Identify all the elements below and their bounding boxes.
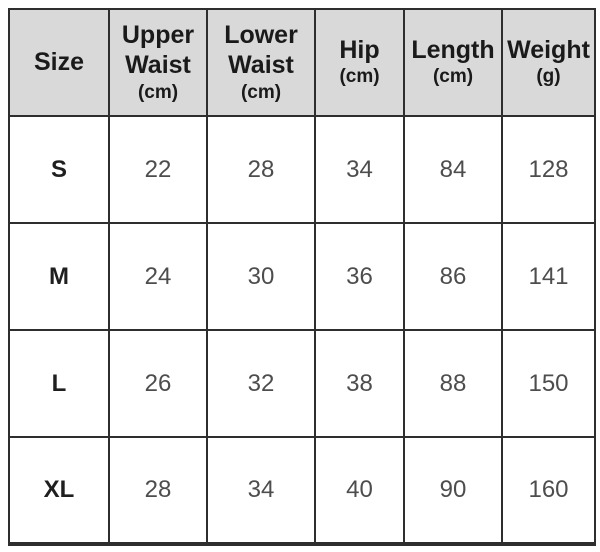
- column-header-length: Length (cm): [403, 8, 503, 117]
- table-row-xl: XL 28 34 40 90 160: [8, 436, 596, 545]
- length-cell: 86: [403, 222, 503, 331]
- length-cell: 90: [403, 436, 503, 545]
- column-header-hip: Hip (cm): [314, 8, 405, 117]
- column-label: Lower Waist: [224, 20, 298, 80]
- column-unit: (cm): [137, 81, 179, 103]
- column-header-upper-waist: Upper Waist (cm): [108, 8, 208, 117]
- column-header-weight: Weight (g): [501, 8, 596, 117]
- hip-cell: 38: [314, 329, 405, 438]
- column-unit: (cm): [432, 66, 474, 88]
- column-unit: (g): [536, 66, 561, 88]
- length-cell: 88: [403, 329, 503, 438]
- upper-waist-cell: 26: [108, 329, 208, 438]
- column-header-lower-waist: Lower Waist (cm): [206, 8, 316, 117]
- length-cell: 84: [403, 115, 503, 224]
- hip-cell: 40: [314, 436, 405, 545]
- column-label: Size: [33, 48, 85, 77]
- upper-waist-cell: 24: [108, 222, 208, 331]
- column-header-size: Size: [8, 8, 110, 117]
- column-label: Upper Waist: [121, 20, 195, 80]
- size-chart-table: Size Upper Waist (cm) Lower Waist (cm) H…: [8, 8, 596, 546]
- table-row-s: S 22 28 34 84 128: [8, 115, 596, 224]
- weight-cell: 150: [501, 329, 596, 438]
- hip-cell: 34: [314, 115, 405, 224]
- table-row-m: M 24 30 36 86 141: [8, 222, 596, 331]
- size-cell: L: [8, 329, 110, 438]
- upper-waist-cell: 22: [108, 115, 208, 224]
- column-unit: (cm): [339, 66, 380, 88]
- upper-waist-cell: 28: [108, 436, 208, 545]
- size-cell: S: [8, 115, 110, 224]
- lower-waist-cell: 30: [206, 222, 316, 331]
- table-row-l: L 26 32 38 88 150: [8, 329, 596, 438]
- table-header-row: Size Upper Waist (cm) Lower Waist (cm) H…: [8, 8, 596, 117]
- weight-cell: 128: [501, 115, 596, 224]
- lower-waist-cell: 32: [206, 329, 316, 438]
- column-unit: (cm): [240, 81, 282, 103]
- weight-cell: 160: [501, 436, 596, 545]
- column-label: Length: [411, 35, 495, 64]
- column-label: Weight: [507, 35, 590, 64]
- size-cell: XL: [8, 436, 110, 545]
- lower-waist-cell: 34: [206, 436, 316, 545]
- size-cell: M: [8, 222, 110, 331]
- weight-cell: 141: [501, 222, 596, 331]
- lower-waist-cell: 28: [206, 115, 316, 224]
- column-label: Hip: [339, 35, 380, 64]
- hip-cell: 36: [314, 222, 405, 331]
